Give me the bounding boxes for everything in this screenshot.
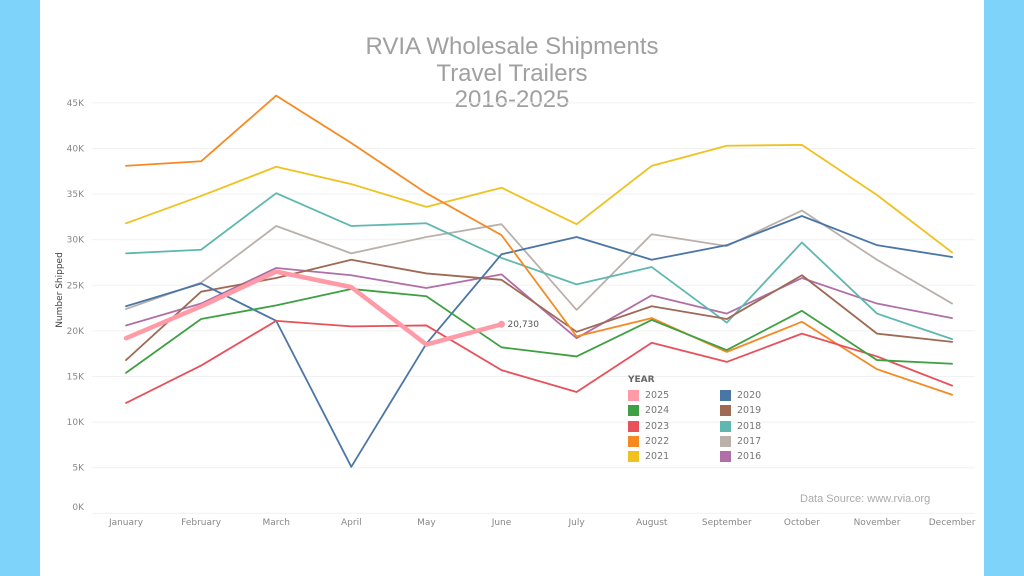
x-tick-label: July <box>568 518 586 528</box>
legend-swatch <box>628 436 639 448</box>
series-line-2019 <box>125 258 953 361</box>
legend: YEAR 2025 2024 2023 2022 2021 2020 2019 2018 201… <box>628 375 800 464</box>
legend-item-2025[interactable]: 2025 <box>628 388 720 403</box>
series-line-2025 <box>123 269 504 347</box>
title-line-3: 2016-2025 <box>454 86 570 113</box>
y-tick-label: 40K <box>67 145 85 155</box>
legend-item-2017[interactable]: 2017 <box>720 434 800 449</box>
series-line-2020 <box>125 215 953 468</box>
legend-label: 2020 <box>737 390 762 402</box>
x-tick-label: August <box>636 518 668 528</box>
series-line-2021 <box>125 143 953 254</box>
y-axis-label: Number Shipped <box>55 252 65 328</box>
legend-label: 2024 <box>645 405 670 417</box>
legend-swatch <box>720 436 731 448</box>
legend-label: 2018 <box>737 420 762 432</box>
y-tick-label: 45K <box>67 99 85 109</box>
series-line-2023 <box>125 319 953 404</box>
legend-swatch <box>628 420 639 432</box>
legend-label: 2021 <box>645 451 670 463</box>
x-tick-label: December <box>929 518 976 528</box>
legend-swatch <box>720 420 731 432</box>
legend-swatch <box>628 405 639 417</box>
y-tick-label: 20K <box>67 327 85 337</box>
data-source: Data Source: www.rvia.org <box>800 493 931 505</box>
annotation-point <box>498 320 505 328</box>
legend-item-2019[interactable]: 2019 <box>720 403 800 418</box>
annotation-label: 20,730 <box>508 320 540 330</box>
series-line-2018 <box>125 192 953 341</box>
y-tick-label: 15K <box>67 373 85 383</box>
legend-item-2021[interactable]: 2021 <box>628 449 720 464</box>
legend-swatch <box>720 390 731 402</box>
x-tick-label: September <box>702 518 752 528</box>
x-tick-label: February <box>181 518 222 528</box>
legend-label: 2022 <box>645 436 670 448</box>
legend-label: 2023 <box>645 420 670 432</box>
legend-swatch <box>720 405 731 417</box>
legend-label: 2025 <box>645 390 670 402</box>
legend-item-2023[interactable]: 2023 <box>628 419 720 434</box>
series-line-2022 <box>125 94 953 396</box>
chart-title: RVIA Wholesale Shipments Travel Trailers… <box>0 33 1024 114</box>
legend-item-2016[interactable]: 2016 <box>720 449 800 464</box>
y-tick-label: 5K <box>72 464 85 474</box>
legend-item-2018[interactable]: 2018 <box>720 419 800 434</box>
legend-title: YEAR <box>628 375 655 385</box>
x-tick-label: May <box>417 518 436 528</box>
x-tick-label: June <box>491 518 512 528</box>
title-line-2: Travel Trailers <box>436 59 588 87</box>
title-line-1: RVIA Wholesale Shipments <box>365 33 659 60</box>
legend-label: 2019 <box>737 405 762 417</box>
y-tick-label: 0K <box>72 503 85 513</box>
legend-label: 2017 <box>737 436 762 448</box>
legend-item-2020[interactable]: 2020 <box>720 388 800 403</box>
x-tick-label: March <box>262 518 289 528</box>
legend-item-2022[interactable]: 2022 <box>628 434 720 449</box>
series-line-2017 <box>125 209 953 311</box>
x-tick-label: April <box>341 518 362 528</box>
legend-item-2024[interactable]: 2024 <box>628 403 720 418</box>
x-tick-label: January <box>108 518 144 528</box>
legend-swatch <box>628 451 639 463</box>
x-tick-label: October <box>784 518 820 528</box>
y-tick-label: 35K <box>67 190 85 200</box>
legend-label: 2016 <box>737 451 762 463</box>
x-tick-label: November <box>854 518 901 528</box>
y-tick-label: 10K <box>67 418 85 428</box>
y-tick-label: 30K <box>67 236 85 246</box>
series-line-2024 <box>125 288 953 374</box>
y-tick-label: 25K <box>67 281 85 291</box>
legend-swatch <box>628 390 639 402</box>
legend-swatch <box>720 451 731 463</box>
